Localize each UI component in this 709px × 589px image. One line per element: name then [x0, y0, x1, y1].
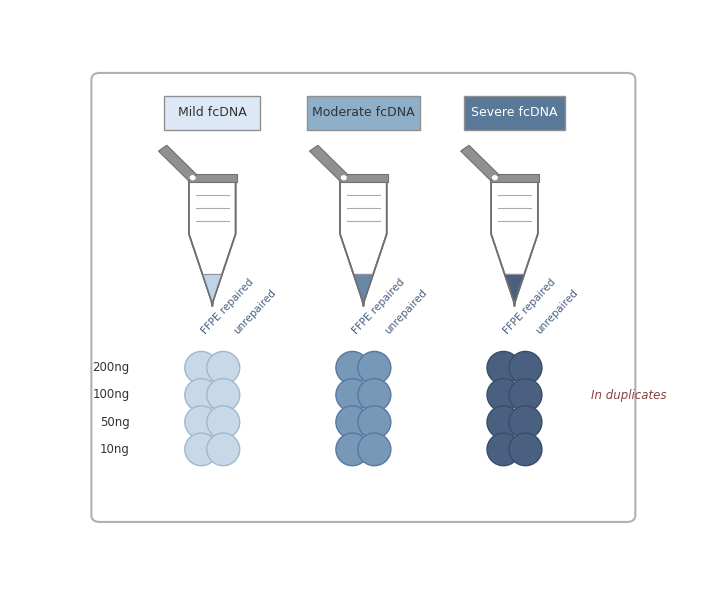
Text: FFPE repaired: FFPE repaired — [199, 277, 255, 336]
Circle shape — [493, 176, 497, 180]
Ellipse shape — [185, 352, 218, 384]
Text: Mild fcDNA: Mild fcDNA — [178, 106, 247, 119]
Text: 100ng: 100ng — [93, 389, 130, 402]
Ellipse shape — [487, 379, 520, 411]
Polygon shape — [491, 182, 538, 306]
FancyBboxPatch shape — [164, 95, 260, 130]
Ellipse shape — [185, 406, 218, 438]
FancyBboxPatch shape — [490, 174, 540, 182]
FancyBboxPatch shape — [464, 95, 565, 130]
Circle shape — [342, 176, 346, 180]
Ellipse shape — [336, 352, 369, 384]
FancyBboxPatch shape — [187, 174, 237, 182]
Ellipse shape — [509, 433, 542, 466]
Text: 50ng: 50ng — [100, 416, 130, 429]
Circle shape — [190, 176, 195, 180]
Text: Severe fcDNA: Severe fcDNA — [471, 106, 558, 119]
Ellipse shape — [358, 406, 391, 438]
Ellipse shape — [336, 379, 369, 411]
Text: unrepaired: unrepaired — [534, 287, 580, 336]
Text: 200ng: 200ng — [93, 361, 130, 374]
Text: 10ng: 10ng — [100, 443, 130, 456]
Ellipse shape — [358, 379, 391, 411]
Polygon shape — [158, 145, 197, 181]
Text: FFPE repaired: FFPE repaired — [502, 277, 558, 336]
Text: Moderate fcDNA: Moderate fcDNA — [312, 106, 415, 119]
Ellipse shape — [358, 352, 391, 384]
Polygon shape — [353, 274, 374, 306]
Ellipse shape — [185, 379, 218, 411]
Ellipse shape — [487, 352, 520, 384]
FancyBboxPatch shape — [339, 174, 388, 182]
Ellipse shape — [509, 406, 542, 438]
Polygon shape — [189, 182, 235, 306]
Polygon shape — [461, 145, 499, 181]
Text: unrepaired: unrepaired — [382, 287, 428, 336]
Text: In duplicates: In duplicates — [591, 389, 667, 402]
Ellipse shape — [336, 406, 369, 438]
Ellipse shape — [207, 406, 240, 438]
Ellipse shape — [487, 433, 520, 466]
Ellipse shape — [207, 379, 240, 411]
Ellipse shape — [207, 352, 240, 384]
FancyBboxPatch shape — [307, 95, 420, 130]
Polygon shape — [202, 274, 223, 306]
Polygon shape — [340, 182, 386, 306]
Polygon shape — [504, 274, 525, 306]
Ellipse shape — [336, 433, 369, 466]
Ellipse shape — [185, 433, 218, 466]
FancyBboxPatch shape — [91, 73, 635, 522]
Ellipse shape — [509, 352, 542, 384]
Text: unrepaired: unrepaired — [231, 287, 277, 336]
Ellipse shape — [509, 379, 542, 411]
Ellipse shape — [487, 406, 520, 438]
Polygon shape — [310, 145, 348, 181]
Ellipse shape — [207, 433, 240, 466]
Ellipse shape — [358, 433, 391, 466]
Text: FFPE repaired: FFPE repaired — [350, 277, 406, 336]
